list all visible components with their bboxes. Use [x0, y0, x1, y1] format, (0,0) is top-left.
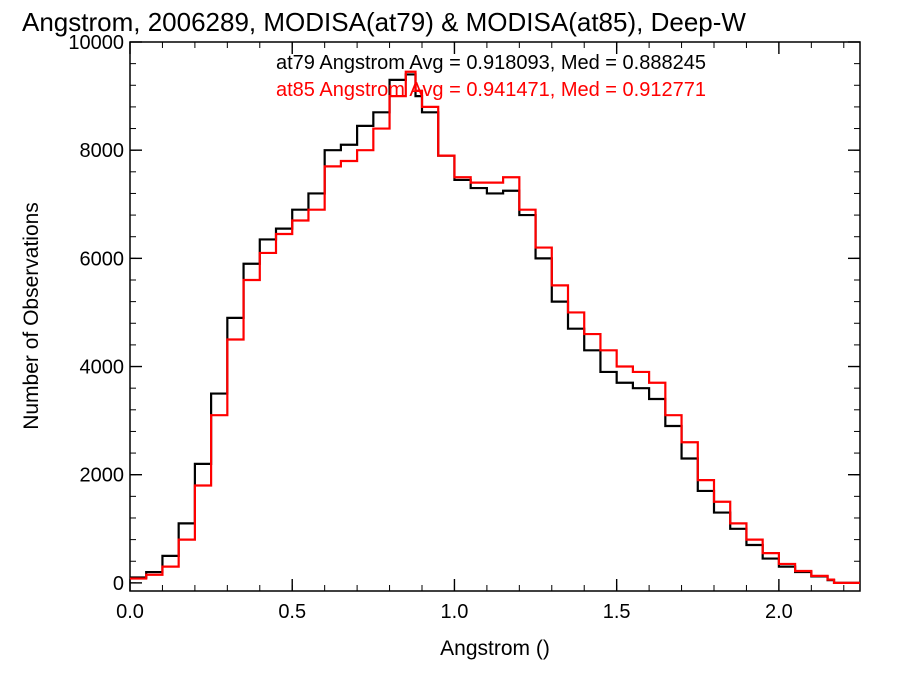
- series-line-at85: [130, 70, 860, 584]
- x-tick-label: 0.5: [278, 601, 306, 623]
- y-axis-label: Number of Observations: [20, 202, 43, 430]
- x-tick-label: 2.0: [765, 601, 793, 623]
- x-tick-label: 1.5: [603, 601, 631, 623]
- x-tick-label: 1.0: [441, 601, 469, 623]
- series-layer: [130, 70, 860, 584]
- y-tick-label: 8000: [80, 140, 125, 162]
- chart-title: Angstrom, 2006289, MODISA(at79) & MODISA…: [22, 7, 746, 37]
- x-axis-ticks: 0.0 0.5 1.0 1.5 2.0: [116, 42, 845, 623]
- y-axis-ticks: 0 2000 4000 6000 8000 10000: [68, 32, 860, 595]
- annotation-at79: at79 Angstrom Avg = 0.918093, Med = 0.88…: [276, 52, 706, 74]
- plot-frame: [129, 41, 861, 592]
- x-tick-label: 0.0: [116, 601, 144, 623]
- y-tick-label: 6000: [80, 248, 125, 270]
- y-tick-label: 2000: [80, 465, 125, 487]
- x-axis-label: Angstrom (): [440, 637, 550, 660]
- y-tick-label: 10000: [68, 32, 124, 54]
- y-tick-label: 0: [113, 573, 124, 595]
- y-tick-label: 4000: [80, 357, 125, 379]
- annotation-at85: at85 Angstrom Avg = 0.941471, Med = 0.91…: [276, 79, 706, 101]
- series-line-at79: [130, 73, 860, 584]
